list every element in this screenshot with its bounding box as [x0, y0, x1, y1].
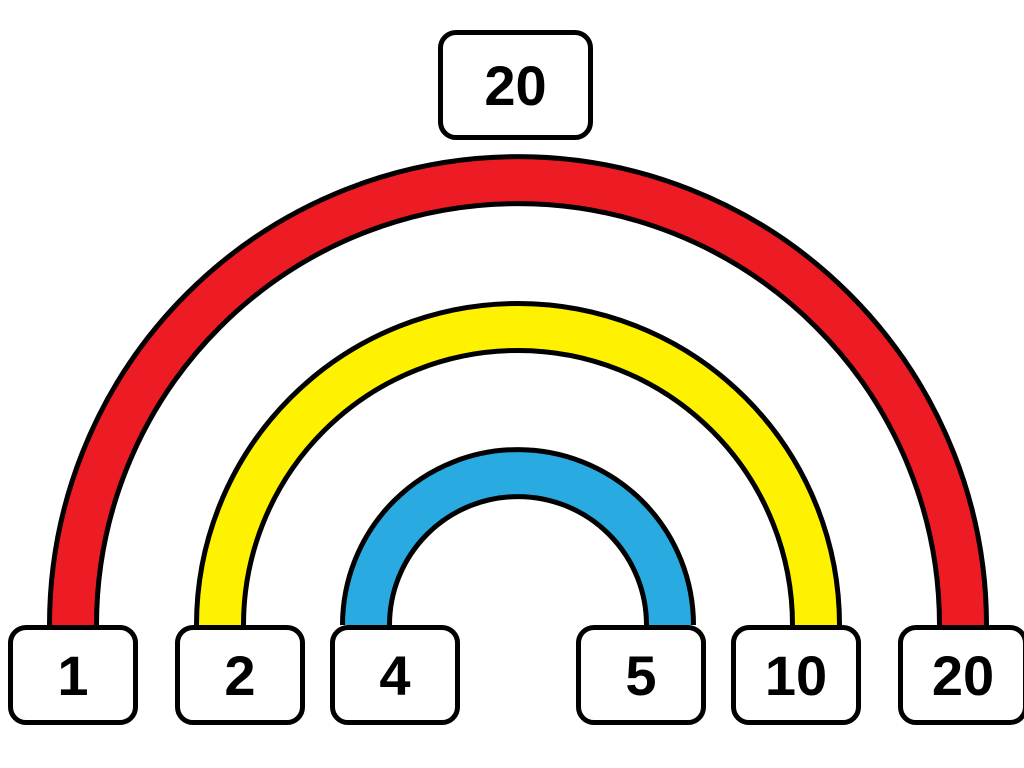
top-number-box: 20	[438, 30, 593, 140]
bottom-number-box-3: 5	[576, 625, 706, 725]
bottom-number-box-1: 2	[175, 625, 305, 725]
bottom-number-box-2: 4	[330, 625, 460, 725]
bottom-number-box-5: 20	[898, 625, 1024, 725]
bottom-number-box-0: 1	[8, 625, 138, 725]
bottom-number-box-4: 10	[731, 625, 861, 725]
diagram-stage: 20 1 2 4 5 10 20	[0, 0, 1024, 768]
